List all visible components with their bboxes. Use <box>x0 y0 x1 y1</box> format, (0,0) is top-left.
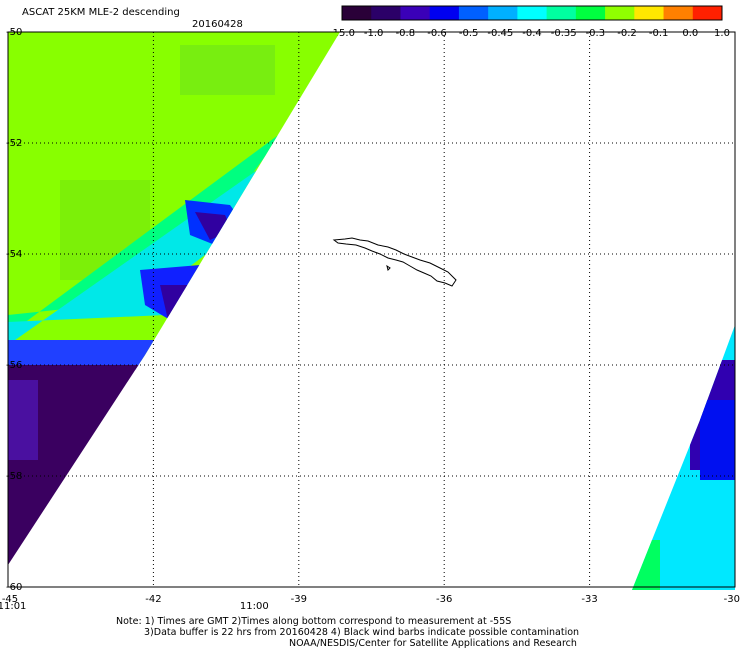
colorbar-segment <box>342 6 372 20</box>
colorbar-segment <box>546 6 577 20</box>
note-line-1: Note: 1) Times are GMT 2)Times along bot… <box>116 616 512 627</box>
swath-patch <box>8 380 38 460</box>
colorbar-segment <box>488 6 518 20</box>
colorbar-tick-label: -0.4 <box>522 28 542 39</box>
swath-right <box>632 325 735 590</box>
swath-left <box>8 32 340 565</box>
latitude-label: -52 <box>6 138 22 149</box>
colorbar-segment <box>517 6 548 20</box>
time-label: 11:01 <box>0 601 26 612</box>
latitude-label: -60 <box>6 582 22 593</box>
colorbar-segment <box>634 6 665 20</box>
time-label: 11:00 <box>240 601 269 612</box>
note-line-3: NOAA/NESDIS/Center for Satellite Applica… <box>289 638 577 649</box>
longitude-label: -33 <box>581 594 597 605</box>
island-detail <box>386 264 391 271</box>
colorbar-segment <box>605 6 635 20</box>
south-georgia-coastline <box>332 237 457 287</box>
latitude-label: -58 <box>6 471 22 482</box>
longitude-label: -45 <box>2 594 18 605</box>
map-frame <box>7 31 736 588</box>
colorbar-segment <box>371 6 401 20</box>
note-line-2: 3)Data buffer is 22 hrs from 20160428 4)… <box>144 627 580 638</box>
swath-band-cyan <box>8 140 300 345</box>
colorbar-tick-label: -0.45 <box>487 28 513 39</box>
colorbar-segment <box>458 6 489 20</box>
colorbar-tick-label: -15.0 <box>329 28 355 39</box>
colorbar-labels: -15.0 -1.0 -0.8 -0.6 -0.5 -0.45 -0.4 -0.35 -0.3-… <box>329 28 730 39</box>
colorbar-tick-label: 0.0 <box>682 28 698 39</box>
figure-date: 20160428 <box>192 19 243 30</box>
longitude-label: -42 <box>145 594 161 605</box>
colorbar-tick-label: -0.3 <box>586 28 606 39</box>
time-labels: 11:01 11:00 <box>0 601 269 612</box>
colorbar-tick-label: 1.0 <box>714 28 730 39</box>
latitude-label: -50 <box>6 27 22 38</box>
swath-blue-area <box>700 400 735 480</box>
colorbar-frame <box>341 5 723 21</box>
colorbar-segment <box>692 6 723 20</box>
colorbar-tick-label: -0.35 <box>551 28 577 39</box>
colorbar-tick-label: -0.8 <box>396 28 416 39</box>
colorbar-tick-label: -0.5 <box>459 28 479 39</box>
longitude-label: -36 <box>436 594 452 605</box>
swath-patch <box>180 45 275 95</box>
colorbar-segment <box>575 6 606 20</box>
colorbar-tick-label: -1.0 <box>364 28 384 39</box>
colorbar <box>341 5 723 21</box>
colorbar-segment <box>429 6 460 20</box>
colorbar-segment <box>663 6 694 20</box>
latitude-label: -54 <box>6 249 22 260</box>
colorbar-tick-label: -0.1 <box>649 28 669 39</box>
colorbar-tick-label: -0.6 <box>427 28 447 39</box>
latitude-label: -56 <box>6 360 22 371</box>
longitude-label: -39 <box>291 594 307 605</box>
swath-band-green <box>8 130 285 335</box>
longitude-labels: -45 -42 -39 -36 -33 -30 <box>2 594 740 605</box>
colorbar-segment <box>400 6 431 20</box>
colorbar-tick-label: -0.2 <box>617 28 637 39</box>
latitude-labels: -50 -52 -54 -56 -58 -60 <box>6 27 22 593</box>
figure-title: ASCAT 25KM MLE-2 descending <box>22 7 180 18</box>
longitude-label: -30 <box>724 594 740 605</box>
